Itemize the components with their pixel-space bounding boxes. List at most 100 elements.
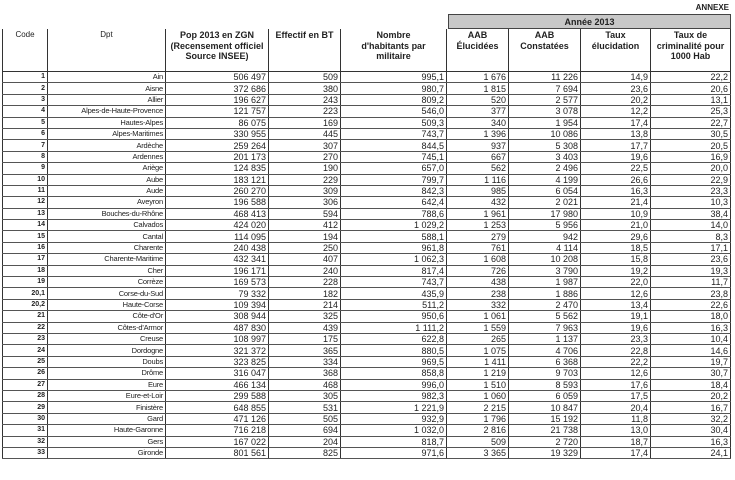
cell-population: 196 627 — [165, 94, 269, 107]
cell-taux-elucidation: 20,4 — [580, 401, 651, 414]
cell-taux-elucidation: 12,6 — [580, 367, 651, 380]
cell-effectif: 445 — [268, 128, 341, 141]
cell-code: 21 — [2, 310, 48, 323]
cell-taux-criminalite: 19,3 — [650, 265, 731, 278]
cell-code: 33 — [2, 447, 48, 460]
cell-aab-elucidees: 2 816 — [446, 424, 509, 437]
table-row: 31 Haute-Garonne 716 218 694 1 032,0 2 816 21 … — [2, 424, 731, 437]
cell-aab-constatees: 11 226 — [508, 71, 581, 84]
cell-taux-criminalite: 18,0 — [650, 310, 731, 323]
cell-taux-criminalite: 13,1 — [650, 94, 731, 107]
cell-aab-constatees: 17 980 — [508, 208, 581, 221]
cell-code: 13 — [2, 208, 48, 221]
cell-code: 5 — [2, 117, 48, 129]
cell-effectif: 468 — [268, 379, 341, 391]
table-row: 30 Gard 471 126 505 932,9 1 796 15 192 11,8 32,2 — [2, 413, 731, 426]
cell-department: Allier — [47, 94, 166, 107]
cell-department: Charente — [47, 242, 166, 255]
cell-taux-criminalite: 22,7 — [650, 117, 731, 129]
cell-habitants-par-militaire: 1 221,9 — [340, 401, 447, 414]
cell-habitants-par-militaire: 788,6 — [340, 208, 447, 221]
cell-effectif: 439 — [268, 322, 341, 335]
cell-code: 27 — [2, 379, 48, 391]
cell-taux-elucidation: 16,3 — [580, 185, 651, 198]
cell-aab-constatees: 2 577 — [508, 94, 581, 107]
cell-population: 169 573 — [165, 276, 269, 289]
cell-habitants-par-militaire: 809,2 — [340, 94, 447, 107]
cell-aab-elucidees: 1 961 — [446, 208, 509, 221]
table-row: 26 Drôme 316 047 368 858,8 1 219 9 703 12,6 30,7 — [2, 367, 731, 380]
cell-taux-criminalite: 17,1 — [650, 242, 731, 255]
cell-department: Creuse — [47, 333, 166, 346]
table-row: 14 Calvados 424 020 412 1 029,2 1 253 5 956 21,… — [2, 219, 731, 232]
cell-taux-elucidation: 15,8 — [580, 253, 651, 266]
cell-aab-constatees: 4 706 — [508, 344, 581, 357]
cell-department: Côte-d'Or — [47, 310, 166, 323]
cell-effectif: 365 — [268, 344, 341, 357]
cell-effectif: 825 — [268, 447, 341, 460]
cell-aab-elucidees: 1 676 — [446, 71, 509, 84]
cell-code: 25 — [2, 356, 48, 369]
cell-aab-constatees: 6 368 — [508, 356, 581, 369]
cell-aab-constatees: 3 403 — [508, 151, 581, 164]
cell-taux-elucidation: 12,2 — [580, 105, 651, 118]
header-dpt: Dpt — [47, 29, 166, 72]
cell-habitants-par-militaire: 546,0 — [340, 105, 447, 118]
cell-aab-elucidees: 1 219 — [446, 367, 509, 380]
cell-habitants-par-militaire: 980,7 — [340, 82, 447, 95]
cell-aab-constatees: 4 114 — [508, 242, 581, 255]
cell-department: Ariège — [47, 162, 166, 175]
cell-taux-elucidation: 23,3 — [580, 333, 651, 346]
cell-population: 466 134 — [165, 379, 269, 391]
cell-code: 2 — [2, 82, 48, 95]
cell-habitants-par-militaire: 1 111,2 — [340, 322, 447, 335]
cell-habitants-par-militaire: 971,6 — [340, 447, 447, 460]
table-row: 15 Cantal 114 095 194 588,1 279 942 29,6 8,3 — [2, 230, 731, 243]
cell-habitants-par-militaire: 996,0 — [340, 379, 447, 391]
cell-aab-elucidees: 1 075 — [446, 344, 509, 357]
cell-aab-constatees: 5 562 — [508, 310, 581, 323]
cell-aab-elucidees: 1 796 — [446, 413, 509, 426]
cell-habitants-par-militaire: 995,1 — [340, 71, 447, 84]
cell-population: 108 997 — [165, 333, 269, 346]
cell-taux-elucidation: 13,8 — [580, 128, 651, 141]
cell-effectif: 204 — [268, 436, 341, 448]
cell-habitants-par-militaire: 509,3 — [340, 117, 447, 129]
cell-department: Hautes-Alpes — [47, 117, 166, 129]
cell-taux-elucidation: 17,5 — [580, 390, 651, 403]
cell-habitants-par-militaire: 817,4 — [340, 265, 447, 278]
cell-habitants-par-militaire: 743,7 — [340, 276, 447, 289]
cell-taux-criminalite: 19,7 — [650, 356, 731, 369]
cell-population: 323 825 — [165, 356, 269, 369]
cell-aab-elucidees: 1 060 — [446, 390, 509, 403]
cell-taux-criminalite: 18,4 — [650, 379, 731, 391]
cell-aab-elucidees: 377 — [446, 105, 509, 118]
cell-department: Aveyron — [47, 196, 166, 209]
cell-department: Bouches-du-Rhône — [47, 208, 166, 221]
cell-aab-elucidees: 438 — [446, 276, 509, 289]
cell-population: 372 686 — [165, 82, 269, 95]
cell-code: 24 — [2, 344, 48, 357]
cell-population: 432 341 — [165, 253, 269, 266]
cell-code: 32 — [2, 436, 48, 448]
cell-effectif: 228 — [268, 276, 341, 289]
cell-department: Drôme — [47, 367, 166, 380]
cell-code: 23 — [2, 333, 48, 346]
cell-effectif: 412 — [268, 219, 341, 232]
cell-code: 8 — [2, 151, 48, 164]
table-row: 18 Cher 196 171 240 817,4 726 3 790 19,2 19,3 — [2, 265, 731, 278]
cell-taux-elucidation: 21,0 — [580, 219, 651, 232]
cell-effectif: 229 — [268, 174, 341, 186]
cell-habitants-par-militaire: 982,3 — [340, 390, 447, 403]
cell-code: 20,2 — [2, 299, 48, 312]
cell-population: 196 171 — [165, 265, 269, 278]
header-taux-elucidation: Taux élucidation — [580, 29, 651, 72]
cell-department: Gers — [47, 436, 166, 448]
cell-effectif: 334 — [268, 356, 341, 369]
table-row: 22 Côtes-d'Armor 487 830 439 1 111,2 1 559 7 9… — [2, 322, 731, 335]
cell-effectif: 306 — [268, 196, 341, 209]
cell-habitants-par-militaire: 844,5 — [340, 139, 447, 152]
annexe-label: ANNEXE — [695, 3, 729, 12]
cell-department: Doubs — [47, 356, 166, 369]
table-row: 29 Finistère 648 855 531 1 221,9 2 215 10 847 2… — [2, 401, 731, 414]
